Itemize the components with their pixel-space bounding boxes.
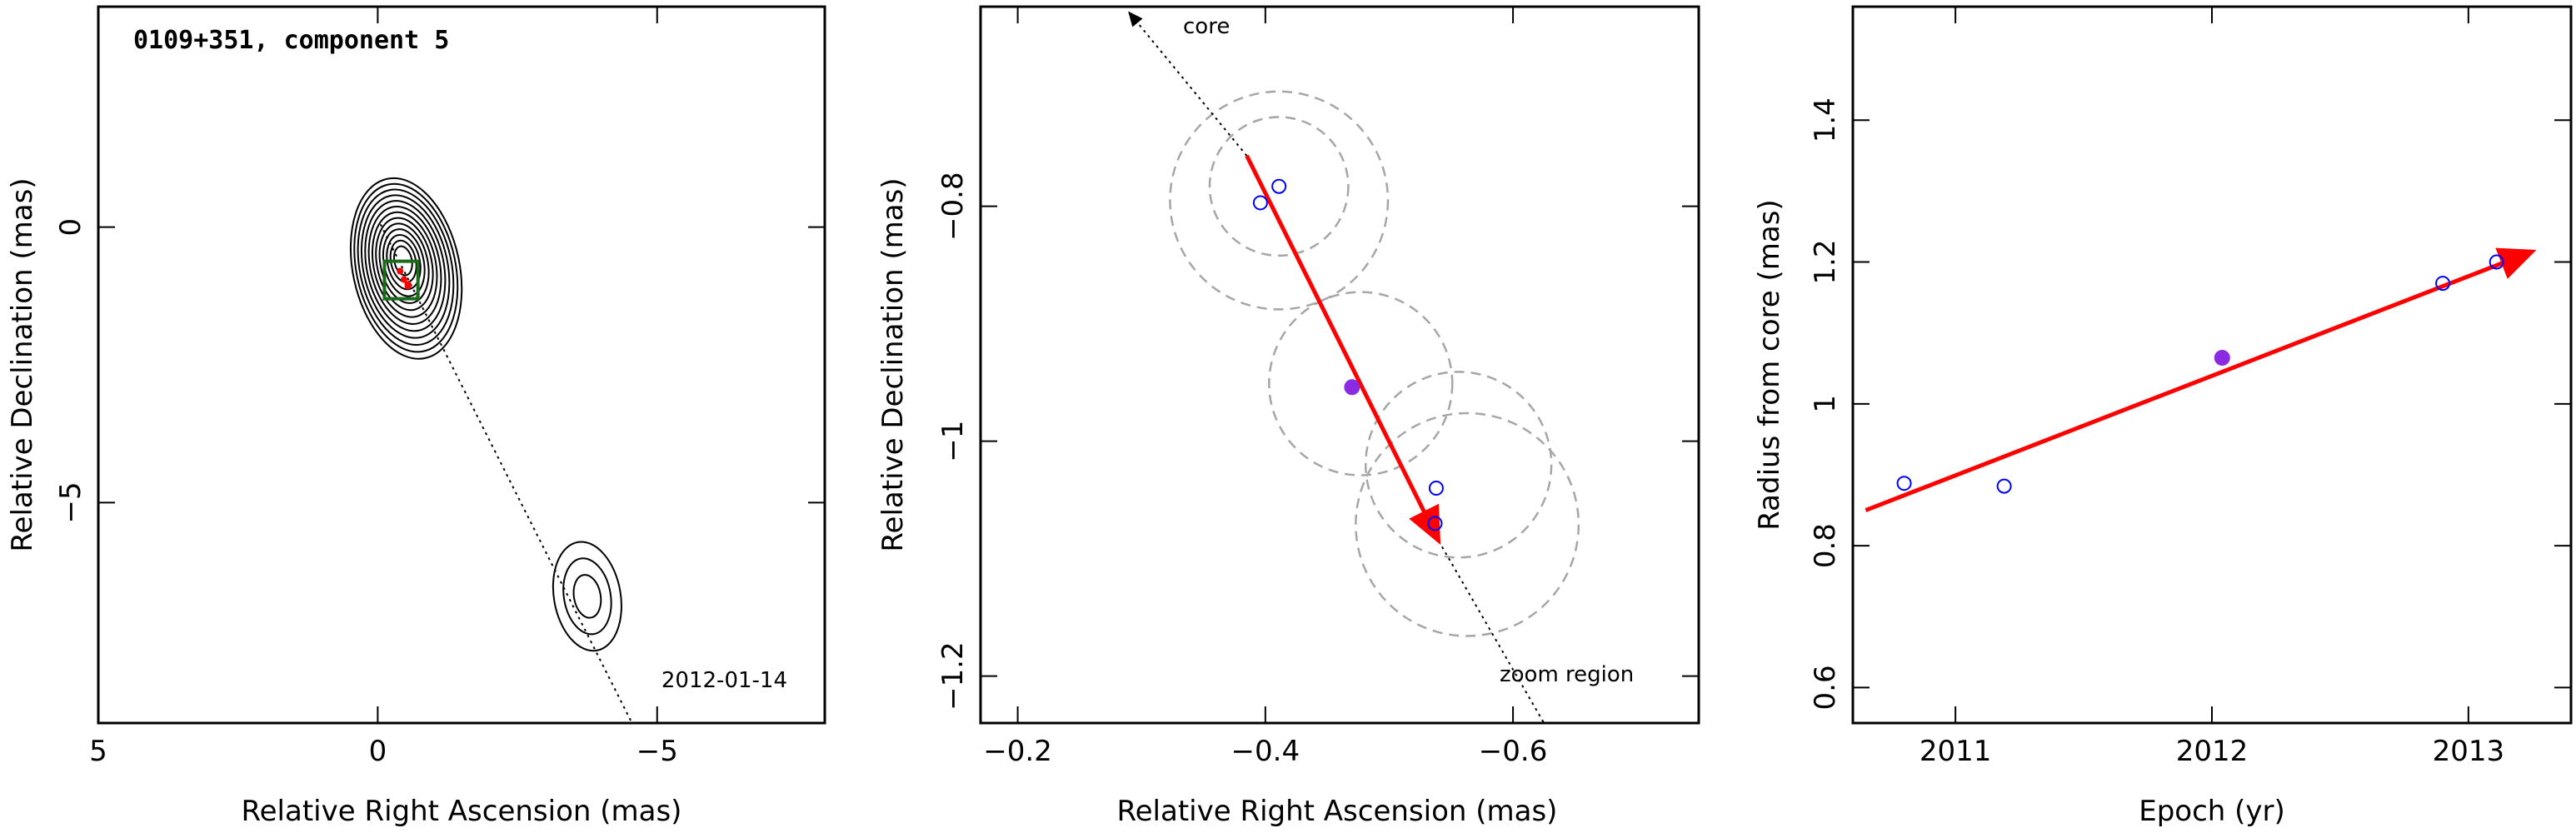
- panel-radius-epoch: 2011 2012 2013 0.6 0.8 1 1.2 1.4 Epoch (yr) Rad…: [1753, 5, 2573, 828]
- open-marker: [2435, 276, 2451, 292]
- panel2-motion-arrow: [1245, 154, 1441, 545]
- panel1-y-tick-label: 0: [54, 218, 87, 237]
- contour-level: [375, 217, 434, 312]
- filled-marker: [1344, 379, 1360, 396]
- contour-level: [353, 182, 459, 353]
- contour-level: [360, 194, 451, 339]
- contour-level: [367, 205, 442, 325]
- panel2-x-tick-label: −0.4: [1231, 735, 1300, 768]
- panel2-frame: [979, 5, 1700, 725]
- panel1-component-points: [397, 267, 412, 290]
- contour-level-secondary: [572, 574, 602, 619]
- panel2-jet-axis: [1438, 540, 1545, 724]
- panel1-zoom-box: [382, 259, 420, 301]
- contour-level: [378, 222, 430, 304]
- panel2-uncertainty-circles: [1169, 90, 1580, 637]
- panel2-ticks: −0.2 −0.4 −0.6 −0.8 −1 −1.2: [936, 7, 1699, 768]
- panel1-x-tick-label: 0: [369, 735, 387, 768]
- panel3-x-tick-label: 2012: [2176, 735, 2249, 768]
- panel3-y-tick-label: 0.8: [1809, 523, 1842, 568]
- component-point: [400, 276, 407, 283]
- panel3-y-axis-label: Radius from core (mas): [1753, 199, 1786, 530]
- component-point: [397, 267, 404, 275]
- panel3-x-tick-label: 2011: [1920, 735, 1992, 768]
- open-marker: [2489, 254, 2504, 270]
- panel2-y-tick-label: −1: [936, 421, 970, 462]
- panel2-x-axis-label: Relative Right Ascension (mas): [1117, 795, 1558, 828]
- contour-level-secondary: [552, 541, 622, 652]
- panel1-title: 0109+351, component 5: [133, 26, 449, 55]
- panel3-frame: [1851, 5, 2573, 725]
- uncertainty-circle: [1268, 291, 1454, 476]
- contour-level: [364, 200, 447, 332]
- uncertainty-circle: [1208, 116, 1350, 257]
- open-marker: [1428, 481, 1444, 496]
- panel3-x-axis-label: Epoch (yr): [2139, 795, 2285, 828]
- contour-level: [357, 188, 455, 347]
- panel1-x-axis-label: Relative Right Ascension (mas): [242, 795, 682, 828]
- panel3-y-tick-label: 1: [1809, 395, 1842, 413]
- panel3-y-tick-label: 1.2: [1809, 239, 1842, 284]
- panel2-y-axis-label: Relative Declination (mas): [876, 177, 910, 551]
- uncertainty-circle: [1355, 412, 1580, 637]
- panel2-zoom-label: zoom region: [1500, 662, 1634, 687]
- uncertainty-circle: [1364, 371, 1553, 559]
- panel3-y-tick-label: 1.4: [1809, 97, 1842, 142]
- panel2-core-label: core: [1183, 14, 1230, 39]
- panel3-data-points: [1896, 254, 2504, 494]
- open-marker: [1427, 516, 1443, 531]
- uncertainty-circle: [1169, 90, 1390, 311]
- panel1-y-axis-label: Relative Declination (mas): [6, 177, 39, 551]
- panel-zoom-region: −0.2 −0.4 −0.6−0.8−1−1.2 core zoom region …: [876, 5, 1700, 828]
- panel2-x-tick-label: −0.6: [1479, 735, 1548, 768]
- panel3-x-tick-label: 2013: [2433, 735, 2505, 768]
- panel1-ticks: 5 0 −5 0 −5: [54, 7, 825, 768]
- panel2-y-tick-label: −1.2: [936, 641, 970, 711]
- panel3-y-tick-label: 0.6: [1809, 665, 1842, 710]
- open-marker: [1896, 476, 1912, 491]
- panel2-y-tick-label: −0.8: [936, 172, 970, 241]
- panel1-x-tick-label: 5: [89, 735, 107, 768]
- component-point: [404, 282, 412, 290]
- panel1-date-annotation: 2012-01-14: [661, 668, 787, 693]
- panel1-x-tick-label: −5: [637, 735, 678, 768]
- panel2-x-tick-label: −0.2: [983, 735, 1052, 768]
- open-marker: [1252, 195, 1268, 211]
- panel1-contours: [349, 177, 622, 652]
- panel-contour-map: 5 0 −5 0 −5 0109+351, component 5 2012-01-14…: [6, 5, 826, 828]
- panel1-y-tick-label: −5: [54, 481, 87, 523]
- open-marker: [1271, 178, 1287, 194]
- panel3-fit-arrow: [1865, 247, 2537, 512]
- open-marker: [1996, 478, 2012, 494]
- panel2-core-direction-arrow: [1128, 11, 1248, 157]
- panel2-data-points: [1252, 178, 1444, 531]
- panel3-ticks: 2011 2012 2013 0.6 0.8 1 1.2 1.4: [1809, 7, 2571, 768]
- filled-marker: [2214, 349, 2230, 366]
- contour-level-secondary: [562, 557, 612, 636]
- panel1-frame: [97, 5, 826, 725]
- contour-level: [371, 211, 438, 318]
- contour-level: [349, 177, 463, 360]
